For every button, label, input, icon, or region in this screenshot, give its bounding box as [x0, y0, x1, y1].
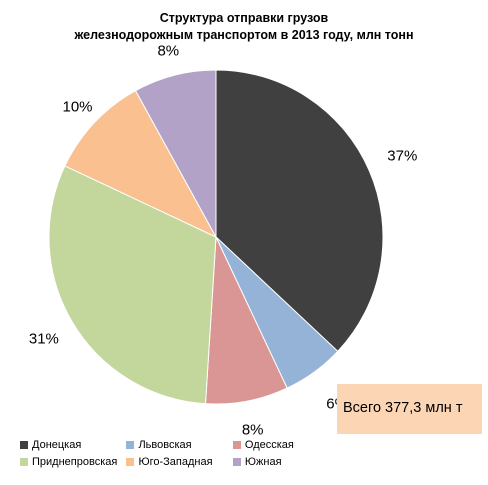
- legend-label: Львовская: [138, 438, 192, 451]
- pie-slice-prydniprovska: [48, 165, 217, 405]
- pie-slice-southern: [134, 69, 217, 238]
- legend-swatch: [20, 440, 28, 449]
- legend-label: Донецкая: [32, 438, 82, 451]
- data-label-prydniprovska: 31%: [28, 330, 59, 348]
- legend-item-south-western: Юго-Западная: [126, 456, 232, 468]
- data-label-donetsk: 37%: [387, 147, 418, 165]
- legend-swatch: [20, 457, 28, 466]
- legend-label: Одесская: [244, 438, 294, 451]
- legend-row: Приднепровская Юго-Западная Южная: [20, 453, 320, 470]
- legend-row: Донецкая Львовская Одесская: [20, 436, 320, 453]
- legend-label: Южная: [244, 455, 282, 468]
- legend-swatch: [232, 440, 241, 449]
- legend-swatch: [232, 457, 241, 466]
- chart-title-line-2: железнодорожным транспортом в 2013 году,…: [74, 28, 414, 42]
- legend-swatch: [126, 440, 135, 449]
- legend-item-lviv: Львовская: [126, 439, 232, 451]
- total-box: Всего 377,3 млн т: [337, 384, 482, 434]
- legend-item-southern: Южная: [232, 455, 320, 468]
- pie-slice-south-western: [64, 89, 218, 239]
- data-label-odesa: 8%: [241, 421, 264, 438]
- legend-item-donetsk: Донецкая: [20, 439, 126, 451]
- data-label-southern: 8%: [157, 42, 180, 60]
- chart-title-line-1: Структура отправки грузов: [159, 11, 329, 25]
- total-label: Всего 377,3 млн т: [343, 400, 463, 416]
- legend-item-prydniprovska: Приднепровская: [20, 456, 126, 468]
- legend-label: Юго-Западная: [138, 455, 213, 468]
- pie-slice-donetsk: [215, 69, 384, 353]
- legend-item-odesa: Одесская: [232, 438, 320, 451]
- legend-label: Приднепровская: [32, 455, 118, 468]
- legend-swatch: [126, 457, 135, 466]
- data-label-south-western: 10%: [62, 98, 93, 116]
- legend: Донецкая Львовская Одесская Приднепровск…: [20, 436, 320, 470]
- chart-title: Структура отправки грузов железнодорожны…: [0, 10, 488, 44]
